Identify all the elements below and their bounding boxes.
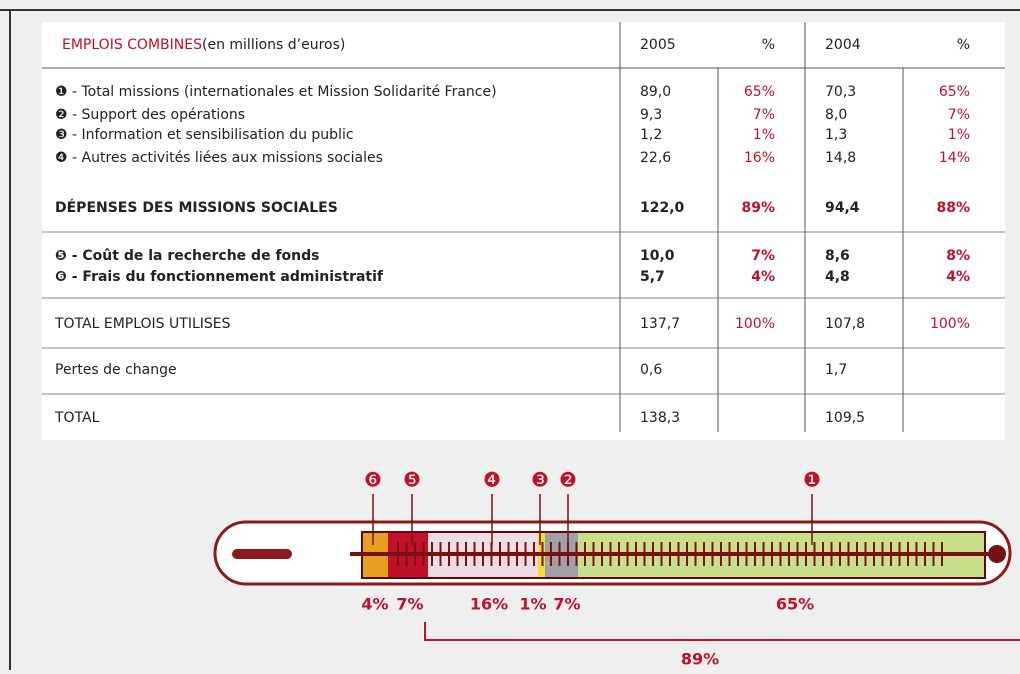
cell: 109,5 xyxy=(825,410,865,426)
cell: 7% xyxy=(753,107,775,123)
gauge: ❻ ❺ ❹ ❸ ❷ ❶ 4% 7% 16% 1% 7% 65% 89% xyxy=(213,468,1020,669)
cell: 1% xyxy=(948,127,970,143)
cell: 94,4 xyxy=(825,200,860,216)
cell: 8,0 xyxy=(825,107,847,123)
gauge-marker: ❶ xyxy=(803,468,821,492)
cell: 22,6 xyxy=(640,150,671,166)
cell: 88% xyxy=(936,200,970,216)
cell: 4% xyxy=(751,269,775,285)
cell: 65% xyxy=(939,84,970,100)
row-label: ❶ - Total missions (internationales et M… xyxy=(55,84,497,100)
row-label: Pertes de change xyxy=(55,362,177,378)
cell: 7% xyxy=(751,248,775,264)
row-label: ❸ - Information et sensibilisation du pu… xyxy=(55,127,354,143)
cell: 100% xyxy=(735,316,775,332)
cell: 4% xyxy=(946,269,970,285)
row-label: ❺ - Coût de la recherche de fonds xyxy=(55,248,319,264)
cell: 137,7 xyxy=(640,316,680,332)
cell: 107,8 xyxy=(825,316,865,332)
row-label: TOTAL EMPLOIS UTILISES xyxy=(54,316,231,332)
gauge-marker: ❺ xyxy=(403,468,421,492)
cell: 4,8 xyxy=(825,269,850,285)
cell: 70,3 xyxy=(825,84,856,100)
cell: 5,7 xyxy=(640,269,665,285)
row-label: ❹ - Autres activités liées aux missions … xyxy=(55,150,383,166)
cell: 138,3 xyxy=(640,410,680,426)
gauge-label: 65% xyxy=(776,595,814,614)
cell: 16% xyxy=(744,150,775,166)
gauge-label: 7% xyxy=(396,595,423,614)
header-unit: (en millions d’euros) xyxy=(202,37,345,53)
header-title: EMPLOIS COMBINES xyxy=(62,37,202,53)
column-header: % xyxy=(957,37,970,53)
gauge-total: 89% xyxy=(681,650,719,669)
cell: 1,3 xyxy=(825,127,847,143)
cell: 65% xyxy=(744,84,775,100)
cell: 1% xyxy=(753,127,775,143)
cell: 89% xyxy=(741,200,775,216)
column-header: 2005 xyxy=(640,37,676,53)
cell: 1,7 xyxy=(825,362,847,378)
cell: 0,6 xyxy=(640,362,662,378)
cell: 14,8 xyxy=(825,150,856,166)
column-header: % xyxy=(762,37,775,53)
cell: 9,3 xyxy=(640,107,662,123)
total-bracket xyxy=(424,622,1020,641)
gauge-bulb xyxy=(232,549,292,559)
cell: 7% xyxy=(948,107,970,123)
cell: 122,0 xyxy=(640,200,685,216)
gauge-label: 4% xyxy=(361,595,388,614)
column-header: 2004 xyxy=(825,37,861,53)
cell: 8% xyxy=(946,248,970,264)
cell: 14% xyxy=(939,150,970,166)
cell: 8,6 xyxy=(825,248,850,264)
row-label: DÉPENSES DES MISSIONS SOCIALES xyxy=(55,199,338,216)
cell: 1,2 xyxy=(640,127,662,143)
gauge-label: 1% xyxy=(519,595,546,614)
table-panel xyxy=(42,22,1005,440)
cell: 100% xyxy=(930,316,970,332)
gauge-label: 16% xyxy=(470,595,508,614)
cell: 10,0 xyxy=(640,248,675,264)
gauge-marker: ❷ xyxy=(559,468,577,492)
table: EMPLOIS COMBINES (en millions d’euros) 200… xyxy=(42,22,1005,432)
gauge-label: 7% xyxy=(553,595,580,614)
gauge-marker: ❸ xyxy=(531,468,549,492)
gauge-marker: ❻ xyxy=(364,468,382,492)
row-label: ❷ - Support des opérations xyxy=(55,107,245,123)
gauge-end xyxy=(988,545,1006,563)
row-label: ❻ - Frais du fonctionnement administrati… xyxy=(55,269,384,285)
cell: 89,0 xyxy=(640,84,671,100)
gauge-marker: ❹ xyxy=(483,468,501,492)
row-label: TOTAL xyxy=(54,410,100,426)
